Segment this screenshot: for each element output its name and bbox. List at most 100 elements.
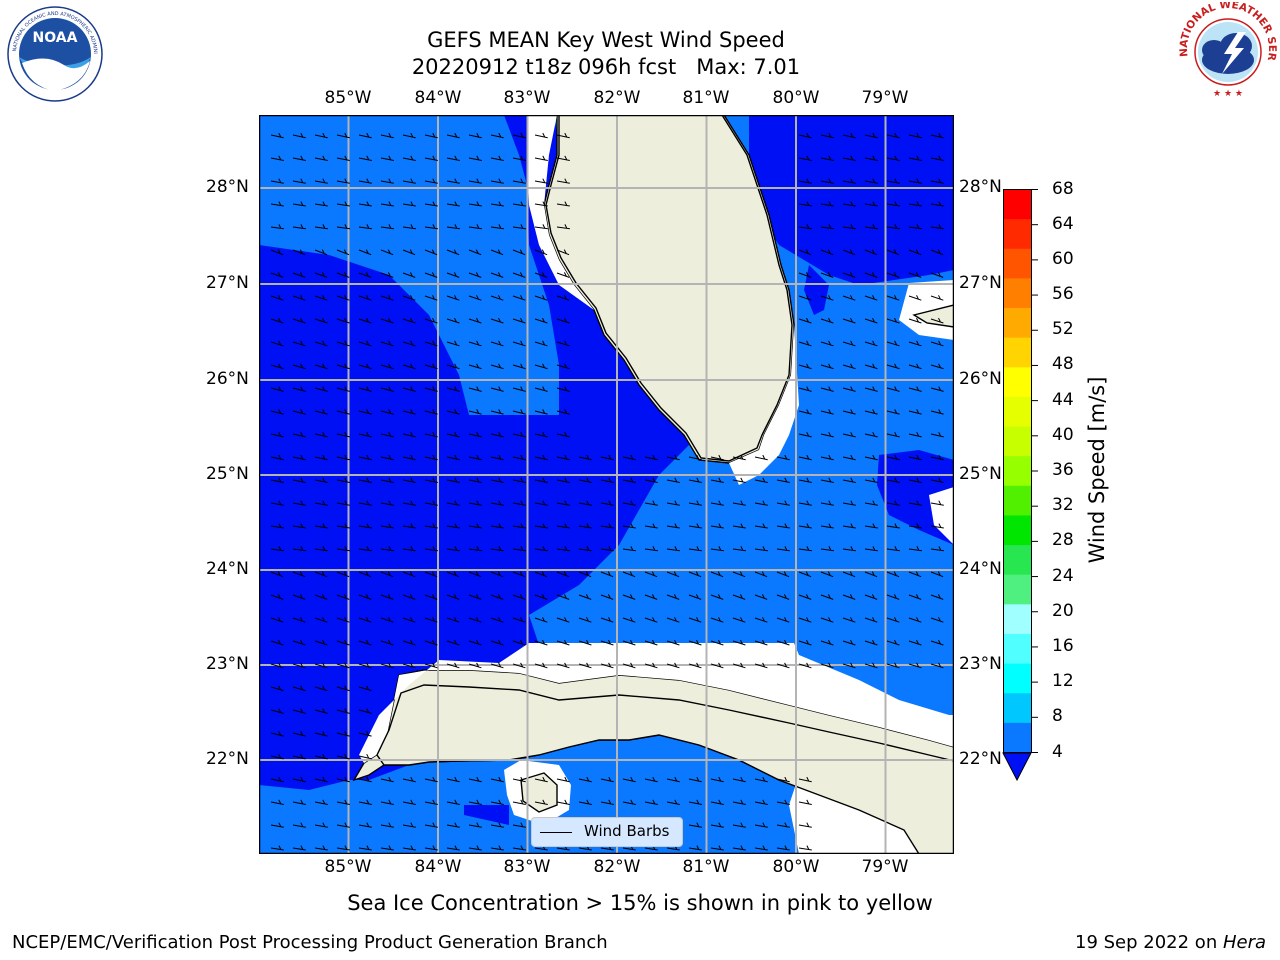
- wind-barb: [270, 477, 284, 483]
- wind-barb: [380, 500, 394, 506]
- wind-barb: [446, 201, 460, 207]
- wind-barb: [534, 776, 548, 783]
- wind-barb: [468, 799, 482, 805]
- wind-barb: [666, 639, 680, 646]
- wind-barb: [798, 454, 812, 461]
- wind-barb: [402, 477, 416, 483]
- wind-barb: [380, 776, 394, 783]
- wind-barb: [930, 662, 944, 669]
- wind-barb: [798, 224, 812, 230]
- colorbar-segment: [1003, 722, 1032, 753]
- wind-barb: [292, 178, 306, 184]
- wind-barb: [314, 500, 328, 506]
- wind-barb: [600, 639, 614, 646]
- wind-barb: [842, 178, 856, 184]
- wind-barb: [600, 500, 614, 506]
- wind-barb: [336, 295, 350, 301]
- wind-barb: [358, 201, 372, 207]
- wind-barb: [292, 594, 306, 600]
- wind-barb: [534, 249, 548, 256]
- wind-barb: [820, 386, 834, 392]
- wind-barb: [710, 500, 724, 506]
- colorbar-tick-label: 60: [1052, 248, 1074, 269]
- wind-barb: [358, 845, 372, 851]
- wind-barb: [864, 409, 878, 415]
- wind-barb: [886, 132, 900, 139]
- wind-barb: [644, 799, 658, 805]
- colorbar-segment: [1003, 693, 1032, 724]
- wind-barb: [688, 845, 702, 851]
- wind-barb: [424, 317, 438, 324]
- wind-barb: [710, 454, 724, 461]
- wind-barb: [270, 178, 284, 184]
- wind-barb: [468, 317, 482, 324]
- wind-barb: [534, 500, 548, 506]
- wind-barb: [842, 295, 856, 301]
- wind-barb: [842, 249, 856, 256]
- wind-barb: [380, 201, 394, 207]
- wind-barb: [336, 363, 350, 370]
- wind-barb: [864, 340, 878, 347]
- wind-barb: [820, 639, 834, 646]
- noaa-logo: NOAA NATIONAL OCEANIC AND ATMOSPHERIC AD…: [6, 5, 103, 102]
- wind-barb: [358, 799, 372, 805]
- wind-barb: [556, 776, 570, 783]
- wind-barb: [864, 454, 878, 461]
- wind-barb: [270, 571, 284, 578]
- wind-barb: [820, 224, 834, 230]
- wind-barb: [688, 546, 702, 552]
- colorbar-tick-label: 52: [1052, 319, 1074, 340]
- wind-barb: [468, 477, 482, 483]
- wind-barb: [490, 340, 504, 347]
- wind-barb: [402, 363, 416, 370]
- wind-barb: [644, 617, 658, 623]
- map-plot: [259, 115, 954, 854]
- colorbar-tick-label: 48: [1052, 354, 1074, 375]
- wind-barb: [380, 639, 394, 646]
- wind-barb: [710, 594, 724, 600]
- wind-barb: [424, 363, 438, 370]
- wind-barb: [886, 662, 900, 669]
- wind-barb: [468, 639, 482, 646]
- wind-barb: [358, 477, 372, 483]
- wind-barb: [644, 639, 658, 646]
- wind-barb: [666, 546, 680, 552]
- wind-barb: [864, 201, 878, 207]
- wind-barb: [424, 523, 438, 529]
- wind-barb: [930, 477, 944, 483]
- wind-barb: [534, 132, 548, 139]
- wind-barb: [446, 639, 460, 646]
- lat-label-right: 23°N: [959, 654, 1002, 674]
- wind-barb: [402, 386, 416, 392]
- wind-barb: [358, 132, 372, 139]
- wind-barb: [930, 500, 944, 506]
- wind-barb: [688, 662, 702, 669]
- wind-barb: [578, 799, 592, 805]
- wind-barb: [446, 409, 460, 415]
- wind-barb: [424, 845, 438, 851]
- wind-barb: [380, 523, 394, 529]
- wind-barb: [622, 776, 636, 783]
- wind-barb: [358, 731, 372, 737]
- wind-barb: [270, 224, 284, 230]
- wind-barb-legend-icon: [540, 832, 572, 833]
- wind-barb: [864, 386, 878, 392]
- wind-barb: [798, 594, 812, 600]
- wind-barb: [512, 477, 526, 483]
- wind-barb: [270, 201, 284, 207]
- wind-barb: [886, 500, 900, 506]
- wind-barb: [820, 523, 834, 529]
- wind-barb: [512, 409, 526, 415]
- wind-barb: [886, 431, 900, 438]
- wind-barb: [666, 799, 680, 805]
- wind-barb: [336, 639, 350, 646]
- wind-barb: [490, 249, 504, 256]
- colorbar-tick-label: 44: [1052, 389, 1074, 410]
- wind-barb: [468, 845, 482, 851]
- wind-barb: [512, 132, 526, 139]
- wind-barb: [512, 454, 526, 461]
- wind-barb: [798, 178, 812, 184]
- wind-barb: [380, 224, 394, 230]
- wind-barb: [314, 477, 328, 483]
- wind-barb: [336, 753, 350, 760]
